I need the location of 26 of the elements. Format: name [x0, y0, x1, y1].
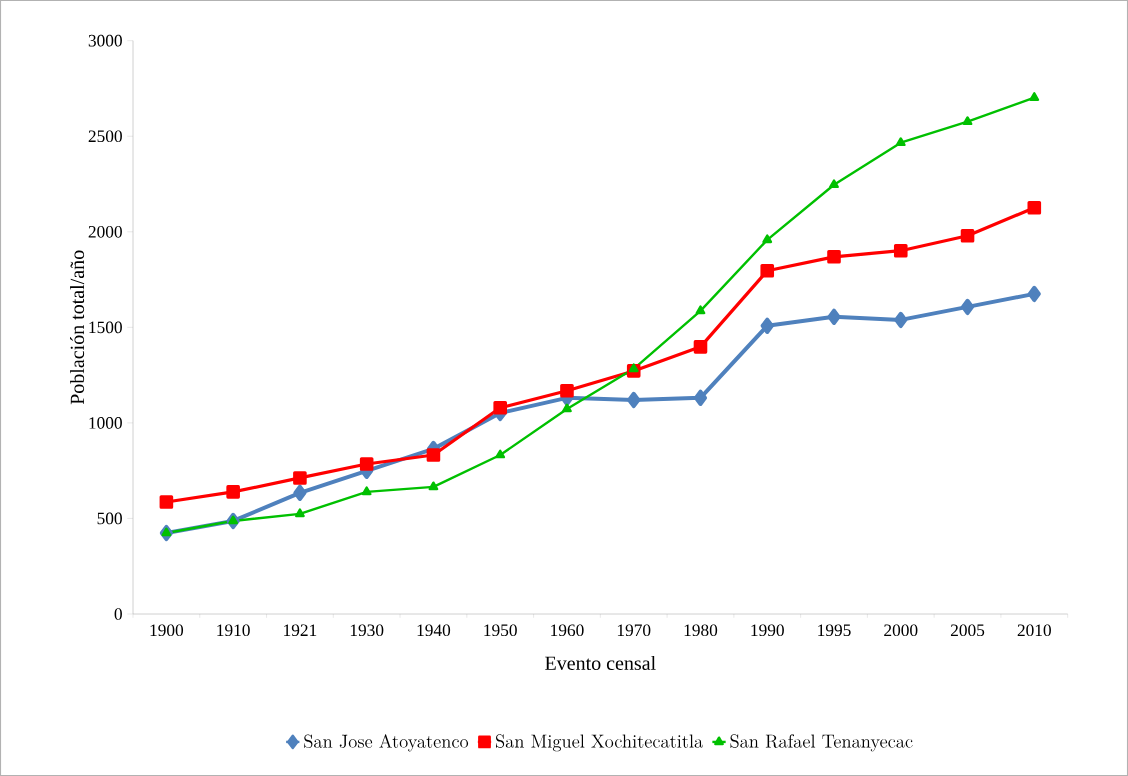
- y-tick-label: 0: [114, 608, 122, 620]
- x-tick-label: 1990: [751, 624, 784, 637]
- x-tick-label: 2010: [1017, 624, 1051, 637]
- x-tick-label: 1980: [684, 624, 718, 637]
- x-tick-label: 1940: [417, 624, 451, 637]
- x-tick-label: 2000: [884, 624, 918, 637]
- x-tick-label: 1960: [551, 624, 584, 637]
- y-axis-title: Población total/año: [70, 250, 85, 405]
- x-tick-label: 1910: [217, 624, 250, 637]
- x-tick-label: 1970: [617, 624, 651, 637]
- y-tick-label: 1000: [89, 417, 122, 429]
- y-tick-label: 3000: [88, 34, 122, 47]
- y-tick-label: 500: [97, 512, 122, 525]
- x-tick-label: 1900: [150, 624, 184, 637]
- legend-label: San Miguel Xochitecatitla: [496, 734, 703, 752]
- x-tick-label: 1950: [484, 624, 517, 637]
- y-tick-label: 2500: [88, 130, 122, 143]
- x-tick-label: 1995: [818, 624, 851, 637]
- y-tick-label: 2000: [88, 225, 122, 238]
- legend-label: San Rafael Tenanyecac: [730, 734, 913, 752]
- x-tick-label: 1930: [350, 624, 384, 637]
- x-axis-title: Evento censal: [545, 655, 656, 670]
- x-tick-label: 2005: [950, 624, 985, 637]
- x-tick-label: 1921: [284, 624, 317, 637]
- legend-label: San Jose Atoyatenco: [304, 734, 469, 752]
- y-tick-label: 1500: [89, 321, 122, 334]
